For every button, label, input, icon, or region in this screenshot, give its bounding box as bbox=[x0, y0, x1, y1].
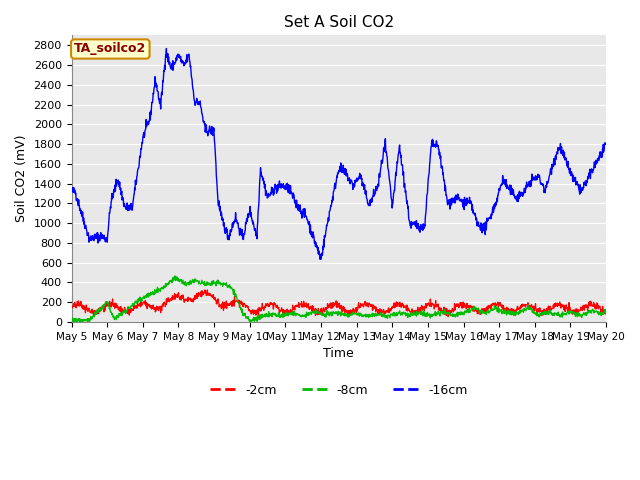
Title: Set A Soil CO2: Set A Soil CO2 bbox=[284, 15, 394, 30]
Text: TA_soilco2: TA_soilco2 bbox=[74, 43, 147, 56]
Y-axis label: Soil CO2 (mV): Soil CO2 (mV) bbox=[15, 135, 28, 222]
X-axis label: Time: Time bbox=[323, 347, 354, 360]
Legend: -2cm, -8cm, -16cm: -2cm, -8cm, -16cm bbox=[205, 379, 472, 402]
